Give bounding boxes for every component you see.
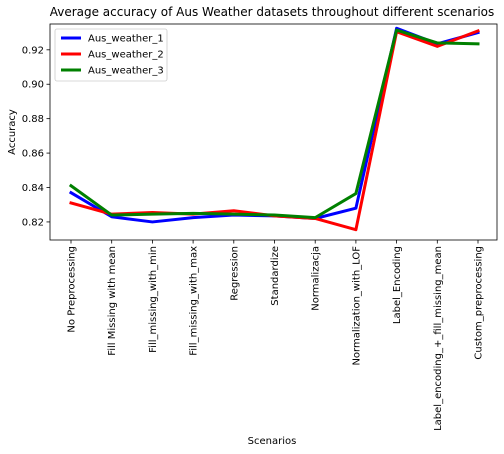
x-tick-label: Fill Missing with mean: [107, 246, 118, 356]
legend: Aus_weather_1 Aus_weather_2 Aus_weather_3: [55, 29, 167, 81]
x-tick-label: Fill_missing_with_min: [148, 246, 159, 353]
legend-label: Aus_weather_1: [88, 34, 164, 45]
y-axis: 0.82 0.84 0.86 0.88 0.90 0.92: [22, 45, 50, 228]
legend-label: Aus_weather_3: [88, 66, 164, 77]
y-tick-label: 0.84: [22, 183, 44, 194]
y-tick-label: 0.90: [22, 80, 44, 91]
legend-label: Aus_weather_2: [88, 50, 164, 61]
chart-title: Average accuracy of Aus Weather datasets…: [50, 5, 495, 19]
x-axis: No Preprocessing Fill Missing with mean Fi…: [67, 240, 485, 431]
y-tick-label: 0.82: [22, 217, 44, 228]
x-tick-label: Custom_preprocessing: [474, 246, 485, 360]
y-axis-label: Accuracy: [7, 109, 18, 155]
y-tick-label: 0.88: [22, 114, 44, 125]
x-tick-label: Label_Encoding: [392, 246, 403, 324]
y-tick-label: 0.92: [22, 45, 44, 56]
y-tick-label: 0.86: [22, 149, 44, 160]
x-tick-label: Standardize: [270, 246, 281, 306]
x-tick-label: No Preprocessing: [67, 246, 78, 333]
x-tick-label: Fill_missing_with_max: [189, 246, 200, 356]
x-tick-label: Normalizacja: [311, 246, 322, 311]
x-tick-label: Label_encoding_+_fill_missing_mean: [433, 246, 444, 431]
x-tick-label: Regression: [229, 246, 240, 301]
x-axis-label: Scenarios: [248, 436, 297, 447]
x-tick-label: Normalization_with_LOF: [351, 246, 362, 366]
